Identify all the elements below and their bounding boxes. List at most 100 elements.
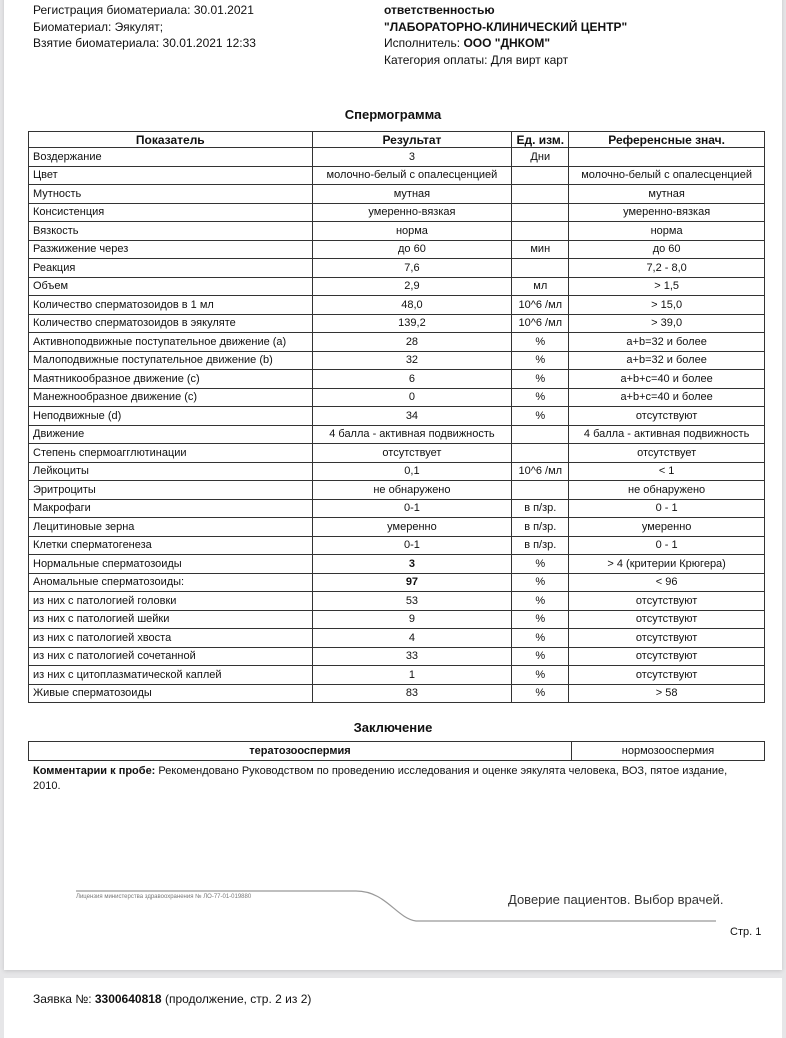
executor-label: Исполнитель: <box>384 36 461 50</box>
parameter-cell: Разжижение через <box>28 239 313 259</box>
result-cell: молочно-белый с опалесценцией <box>311 165 513 185</box>
table-row: Лейкоциты 0,1 10^6 /мл < 1 <box>28 461 765 481</box>
unit-cell <box>511 184 570 204</box>
report-page-1: Регистрация биоматериала: 30.01.2021 Био… <box>4 0 782 970</box>
unit-cell: % <box>511 350 570 370</box>
table-row: Консистенция умеренно-вязкая умеренно-вязк… <box>28 202 765 222</box>
parameter-cell: из них с патологией сочетанной <box>28 646 313 666</box>
result-cell: 3 <box>311 554 513 574</box>
table-row: Аномальные сперматозоиды: 97% < 96 <box>28 572 765 592</box>
result-cell: умеренно <box>311 517 513 537</box>
unit-cell: % <box>511 406 570 426</box>
table-row: Количество сперматозоидов в эякуляте 139,… <box>28 313 765 333</box>
table-row: из них с цитоплазматической каплей 1% отсу… <box>28 665 765 685</box>
executor: ООО "ДНКОМ" <box>463 36 551 50</box>
unit-cell: % <box>511 665 570 685</box>
reference-cell: > 39,0 <box>568 313 765 333</box>
parameter-cell: Вязкость <box>28 221 313 241</box>
parameter-cell: Нормальные сперматозоиды <box>28 554 313 574</box>
lab-name: "ЛАБОРАТОРНО-КЛИНИЧЕСКИЙ ЦЕНТР" <box>384 19 628 34</box>
table-row: Количество сперматозоидов в 1 мл 48,0 10^6… <box>28 295 765 315</box>
table-row: Лецитиновые зерна умеренно в п/зр. умеренно <box>28 517 765 537</box>
header-left: Регистрация биоматериала: 30.01.2021 Био… <box>33 2 256 52</box>
table-row: из них с патологией шейки 9% отсутствуют <box>28 609 765 629</box>
unit-cell: % <box>511 572 570 592</box>
table-row: из них с патологией хвоста 4% отсутствуют <box>28 628 765 648</box>
results-table: Показатель Результат Ед. изм. Референсные з… <box>28 131 765 703</box>
parameter-cell: Малоподвижные поступательное движение (b… <box>28 350 313 370</box>
result-cell: 28 <box>311 332 513 352</box>
parameter-cell: Маятникообразное движение (c) <box>28 369 313 389</box>
reference-cell: отсутствуют <box>568 628 765 648</box>
reference-cell: 0 - 1 <box>568 498 765 518</box>
unit-cell <box>511 443 570 463</box>
table-row: Цвет молочно-белый с опалесценцией молочно… <box>28 165 765 185</box>
column-header: Результат <box>311 131 513 148</box>
reference-cell: 7,2 - 8,0 <box>568 258 765 278</box>
unit-cell <box>511 202 570 222</box>
parameter-cell: Манежнообразное движение (c) <box>28 387 313 407</box>
request-label: Заявка №: <box>33 992 95 1006</box>
unit-cell: 10^6 /мл <box>511 295 570 315</box>
table-row: Активноподвижные поступательное движение… <box>28 332 765 352</box>
result-cell: 6 <box>311 369 513 389</box>
reference-cell: умеренно-вязкая <box>568 202 765 222</box>
result-cell: умеренно-вязкая <box>311 202 513 222</box>
reference-cell: отсутствуют <box>568 665 765 685</box>
table-row: Неподвижные (d) 34% отсутствуют <box>28 406 765 426</box>
reference-cell: 0 - 1 <box>568 535 765 555</box>
result-cell: 0 <box>311 387 513 407</box>
unit-cell: % <box>511 591 570 611</box>
reference-cell <box>568 147 765 167</box>
reference-cell: норма <box>568 221 765 241</box>
table-row: Вязкость норма норма <box>28 221 765 241</box>
unit-cell: 10^6 /мл <box>511 313 570 333</box>
column-header: Ед. изм. <box>511 131 570 148</box>
unit-cell: % <box>511 628 570 648</box>
parameter-cell: Количество сперматозоидов в 1 мл <box>28 295 313 315</box>
reference-cell: до 60 <box>568 239 765 259</box>
table-row: Маятникообразное движение (c) 6% a+b+c=40 … <box>28 369 765 389</box>
parameter-cell: Объем <box>28 276 313 296</box>
reference-cell: не обнаружено <box>568 480 765 500</box>
parameter-cell: Воздержание <box>28 147 313 167</box>
unit-cell <box>511 165 570 185</box>
unit-cell: % <box>511 332 570 352</box>
unit-cell: % <box>511 683 570 703</box>
table-row: Мутность мутная мутная <box>28 184 765 204</box>
reference-cell: a+b+c=40 и более <box>568 369 765 389</box>
unit-cell <box>511 221 570 241</box>
unit-cell <box>511 258 570 278</box>
unit-cell: % <box>511 369 570 389</box>
footer-line <box>76 890 716 922</box>
parameter-cell: Активноподвижные поступательное движение… <box>28 332 313 352</box>
parameter-cell: Лейкоциты <box>28 461 313 481</box>
column-header: Показатель <box>28 131 313 148</box>
reference-cell: мутная <box>568 184 765 204</box>
unit-cell <box>511 480 570 500</box>
result-cell: 3 <box>311 147 513 167</box>
reference-cell: отсутствует <box>568 443 765 463</box>
parameter-cell: Движение <box>28 424 313 444</box>
unit-cell <box>511 424 570 444</box>
result-cell: 32 <box>311 350 513 370</box>
biomaterial: Биоматериал: Эякулят; <box>33 19 164 34</box>
result-cell: 83 <box>311 683 513 703</box>
parameter-cell: Цвет <box>28 165 313 185</box>
result-cell: 2,9 <box>311 276 513 296</box>
section-title: Спермограмма <box>344 107 442 122</box>
table-row: Малоподвижные поступательное движение (b… <box>28 350 765 370</box>
result-cell: 4 балла - активная подвижность <box>311 424 513 444</box>
parameter-cell: Живые сперматозоиды <box>28 683 313 703</box>
result-cell: 0,1 <box>311 461 513 481</box>
license-text: Лицензия министерства здравоохранения № … <box>76 894 252 900</box>
parameter-cell: из них с патологией шейки <box>28 609 313 629</box>
unit-cell: Дни <box>511 147 570 167</box>
reference-cell: a+b+c=40 и более <box>568 387 765 407</box>
reference-cell: отсутствуют <box>568 609 765 629</box>
table-row: Манежнообразное движение (c) 0% a+b+c=40 и… <box>28 387 765 407</box>
unit-cell: % <box>511 387 570 407</box>
conclusion-result: тератозооспермия <box>28 741 572 761</box>
result-cell: 1 <box>311 665 513 685</box>
page-number: Стр. 1 <box>730 926 762 938</box>
